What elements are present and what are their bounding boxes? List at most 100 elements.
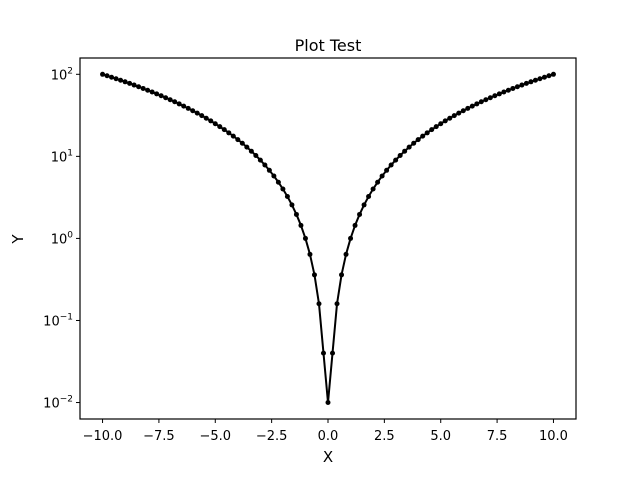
y-tick-base: 10 bbox=[43, 397, 60, 412]
data-point bbox=[537, 76, 543, 82]
data-point bbox=[217, 124, 223, 130]
data-point bbox=[366, 194, 372, 200]
data-point bbox=[348, 235, 354, 241]
data-point bbox=[393, 157, 399, 163]
data-point bbox=[474, 101, 480, 107]
data-point bbox=[388, 162, 394, 168]
data-point bbox=[546, 73, 552, 79]
data-point bbox=[280, 186, 286, 192]
data-point bbox=[307, 251, 313, 257]
data-point bbox=[496, 91, 502, 97]
data-point bbox=[253, 153, 259, 159]
y-tick-exponent: −2 bbox=[60, 395, 73, 405]
data-point bbox=[203, 115, 209, 121]
y-tick-exponent: 2 bbox=[67, 66, 73, 76]
data-point bbox=[190, 108, 196, 114]
data-point bbox=[370, 186, 376, 192]
x-tick-label: −10.0 bbox=[83, 429, 123, 444]
data-point bbox=[357, 211, 363, 217]
y-axis-label: Y bbox=[9, 234, 27, 245]
y-tick-exponent: 1 bbox=[67, 148, 73, 158]
data-point bbox=[438, 121, 444, 127]
x-tick-label: 10.0 bbox=[539, 429, 568, 444]
data-point bbox=[284, 194, 290, 200]
data-point bbox=[289, 202, 295, 208]
data-point bbox=[339, 272, 345, 278]
x-tick-label: 5.0 bbox=[430, 429, 451, 444]
data-point bbox=[478, 99, 484, 105]
data-point bbox=[402, 148, 408, 154]
data-point bbox=[415, 137, 421, 143]
data-point bbox=[550, 71, 556, 77]
data-point bbox=[163, 95, 169, 101]
data-point bbox=[519, 82, 525, 88]
x-tick-label: −2.5 bbox=[256, 429, 288, 444]
x-tick-label: 0.0 bbox=[318, 429, 339, 444]
data-point bbox=[185, 105, 191, 111]
y-tick-label: 100 bbox=[51, 230, 74, 247]
data-point bbox=[140, 85, 146, 91]
x-tick-label: 2.5 bbox=[374, 429, 395, 444]
data-point bbox=[406, 144, 412, 150]
data-point bbox=[136, 84, 142, 90]
x-tick-label: 7.5 bbox=[487, 429, 508, 444]
data-point bbox=[411, 140, 417, 146]
data-point bbox=[298, 222, 304, 228]
data-point bbox=[384, 167, 390, 173]
data-point bbox=[460, 108, 466, 114]
data-point bbox=[122, 79, 128, 85]
data-point bbox=[100, 71, 106, 77]
data-point bbox=[465, 105, 471, 111]
data-point bbox=[293, 211, 299, 217]
data-point bbox=[226, 130, 232, 136]
data-point bbox=[320, 350, 326, 356]
data-point bbox=[424, 130, 430, 136]
data-point bbox=[266, 167, 272, 173]
data-point bbox=[131, 82, 137, 88]
data-point bbox=[505, 87, 511, 93]
y-tick-label: 10−2 bbox=[43, 395, 73, 412]
x-axis-label: X bbox=[323, 448, 333, 466]
data-point bbox=[118, 77, 124, 83]
data-point bbox=[302, 235, 308, 241]
data-point bbox=[316, 301, 322, 307]
data-point bbox=[510, 85, 516, 91]
data-point bbox=[239, 140, 245, 146]
data-point bbox=[181, 103, 187, 109]
data-point bbox=[154, 91, 160, 97]
chart-title: Plot Test bbox=[295, 36, 362, 55]
data-point bbox=[230, 133, 236, 139]
data-point bbox=[483, 97, 489, 103]
data-point bbox=[311, 272, 317, 278]
data-point bbox=[469, 103, 475, 109]
y-tick-exponent: −1 bbox=[60, 312, 73, 322]
data-point bbox=[352, 222, 358, 228]
y-tick-base: 10 bbox=[51, 150, 68, 165]
data-point bbox=[514, 84, 520, 90]
data-point bbox=[330, 350, 336, 356]
data-point bbox=[501, 89, 507, 95]
data-point bbox=[271, 173, 277, 179]
y-tick-exponent: 0 bbox=[67, 230, 73, 240]
y-tick-label: 10−1 bbox=[43, 312, 73, 329]
data-point bbox=[176, 101, 182, 107]
data-point bbox=[104, 73, 110, 79]
data-point bbox=[235, 137, 241, 143]
data-point bbox=[492, 93, 498, 99]
data-point bbox=[397, 153, 403, 159]
data-point bbox=[208, 118, 214, 124]
data-point bbox=[456, 110, 462, 116]
y-tick-base: 10 bbox=[51, 232, 68, 247]
data-point bbox=[429, 127, 435, 133]
data-point bbox=[262, 162, 268, 168]
data-point bbox=[325, 400, 331, 406]
y-tick-base: 10 bbox=[51, 68, 68, 83]
x-axis: −10.0 −7.5 −5.0 −2.5 0.0 2.5 5.0 7.5 10.0 bbox=[83, 419, 568, 444]
data-point bbox=[334, 301, 340, 307]
x-tick-label: −5.0 bbox=[199, 429, 231, 444]
series-layer bbox=[100, 71, 556, 406]
data-point bbox=[420, 133, 426, 139]
